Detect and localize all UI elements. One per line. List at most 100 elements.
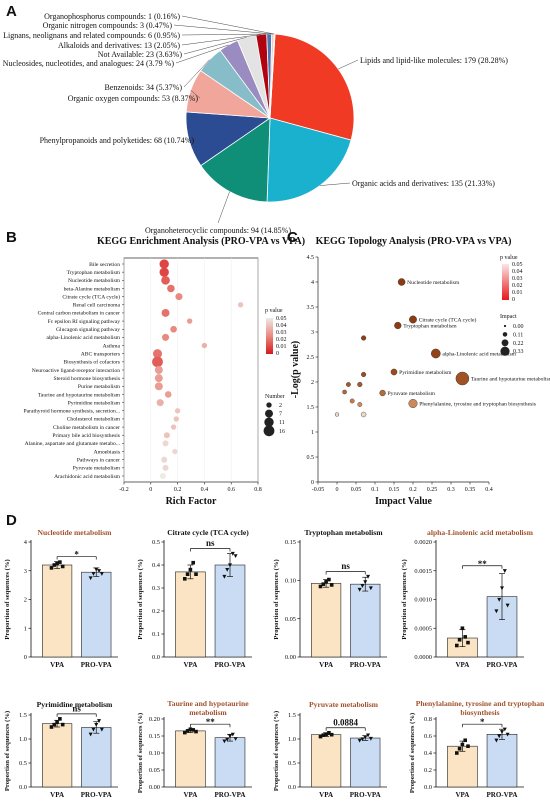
data-point <box>55 720 59 724</box>
data-point <box>99 727 104 732</box>
y-tick-label: 1.5 <box>288 712 296 719</box>
pathway-label: Taurine and hypotaurine metabolism <box>38 392 121 398</box>
y-axis-label: Proportion of sequences (%) <box>4 559 11 639</box>
enrichment-point <box>164 391 172 398</box>
enrichment-point <box>152 356 163 368</box>
x-tick-label: 0.2 <box>409 487 417 493</box>
y-tick-label: 0.0005 <box>414 625 432 632</box>
pathway-label: Neuroactive ligand-receptor interaction <box>32 368 120 374</box>
data-point <box>60 564 65 569</box>
pvalue-tick: 0.05 <box>276 316 287 322</box>
bar <box>447 745 478 788</box>
number-tick: 11 <box>279 420 285 426</box>
data-point <box>58 560 62 564</box>
pvalue-tick: 0 <box>276 351 279 357</box>
bar-subplot: Pyruvate metabolism 0.0 0.5 1.0 1.5 Proportio… <box>273 700 387 799</box>
category-label: PRO-VPA <box>487 791 518 799</box>
pvalue-tick: 0.01 <box>512 290 523 296</box>
y-tick-label: 2 <box>311 380 314 386</box>
bar-charts: Nucleotide metabolism 0 1 2 3 4 Proportion of … <box>4 528 545 799</box>
category-label: PRO-VPA <box>350 661 381 669</box>
data-point <box>191 560 195 565</box>
data-point <box>466 744 470 748</box>
enrichment-point <box>161 456 168 463</box>
data-point <box>327 577 331 582</box>
impact-legend-dot <box>500 346 510 356</box>
pie-leader-line <box>175 44 229 64</box>
category-label: PRO-VPA <box>215 791 246 799</box>
y-tick-label: 4 <box>311 280 314 286</box>
topology-point-label: alpha-Linolenic acid metabolism <box>442 352 516 358</box>
data-point <box>49 725 54 729</box>
topology-point <box>430 348 441 359</box>
category-label: VPA <box>319 791 333 799</box>
data-point <box>502 569 507 573</box>
data-point <box>455 751 459 755</box>
y-axis-label: Proportion of sequences (%) <box>4 711 11 791</box>
bar <box>42 564 73 658</box>
bar-title: Tryptophan metabolism <box>304 528 383 537</box>
data-point <box>97 569 102 573</box>
y-tick-label: 1 <box>311 430 314 436</box>
category-label: VPA <box>50 791 64 799</box>
data-point <box>497 734 502 739</box>
sig-label: ns <box>341 561 350 571</box>
bar <box>486 733 518 788</box>
data-point <box>360 737 365 742</box>
y-tick-label: 0.0 <box>19 784 27 791</box>
data-point <box>230 732 235 737</box>
pie-label: Not Available: 23 (3.63%) <box>98 50 183 59</box>
bar-title: Taurine and hypotaurine <box>167 699 249 708</box>
pvalue-tick: 0.05 <box>512 262 523 268</box>
pathway-label: Glucagon signaling pathway <box>56 327 120 333</box>
y-tick-label: 0.4 <box>424 750 433 757</box>
data-point <box>363 735 368 740</box>
bar <box>311 734 342 788</box>
data-point <box>368 586 373 591</box>
topology-point-label: Citrate cycle (TCA cycle) <box>419 317 477 324</box>
topology-point <box>397 278 406 286</box>
data-point <box>321 733 326 737</box>
enrichment-point <box>174 408 181 414</box>
enrichment-point <box>161 333 170 341</box>
y-tick-label: 0.5 <box>288 760 296 767</box>
topology-title: KEGG Topology Analysis (PRO-VPA vs VPA) <box>316 236 512 247</box>
bar-subplot: Phenylalanine, tyrosine and tryptophanbi… <box>409 699 545 799</box>
topology-point-label: Pyrimidine metabolism <box>399 370 452 376</box>
y-tick-label: 0.1 <box>152 631 160 638</box>
data-point <box>94 567 99 572</box>
y-tick-label: 0.0 <box>288 784 296 791</box>
data-point <box>360 584 365 588</box>
y-tick-label: 0.00 <box>149 784 160 791</box>
pie-leader-line <box>338 59 359 70</box>
category-label: PRO-VPA <box>81 661 112 669</box>
y-tick-label: 1.0 <box>288 736 296 743</box>
pie-label: Organoheterocyclic compounds: 94 (14.85%… <box>145 226 291 235</box>
data-point <box>52 722 57 727</box>
enrichment-point <box>154 366 163 374</box>
pie-leader-line <box>183 59 210 88</box>
x-axis-label: Impact Value <box>375 496 433 507</box>
y-tick-label: 0.05 <box>285 616 296 623</box>
data-point <box>94 723 99 727</box>
data-point <box>188 727 193 731</box>
x-tick-label: 0.8 <box>254 487 262 493</box>
enrichment-point <box>201 342 208 349</box>
enrichment-point <box>161 308 170 317</box>
x-tick-label: 0.25 <box>427 487 438 493</box>
enrichment-scatter: KEGG Enrichment Analysis (PRO-VPA vs VPA… <box>24 236 306 507</box>
data-point <box>463 738 467 743</box>
x-tick-label: -0.2 <box>119 487 129 493</box>
data-point <box>185 572 190 576</box>
data-point <box>233 737 238 741</box>
enrichment-point <box>156 399 164 407</box>
enrichment-point <box>167 284 175 293</box>
topology-point-label: Tryptophan metabolism <box>403 324 457 330</box>
y-axis-label: Proportion of sequences (%) <box>273 711 280 791</box>
data-point <box>194 729 198 734</box>
data-point <box>55 561 59 566</box>
number-tick: 16 <box>279 429 285 435</box>
category-label: PRO-VPA <box>81 791 112 799</box>
bar-subplot: Pyrimidine metabolism 0.0 0.5 1.0 1.5 Proport… <box>4 700 118 799</box>
